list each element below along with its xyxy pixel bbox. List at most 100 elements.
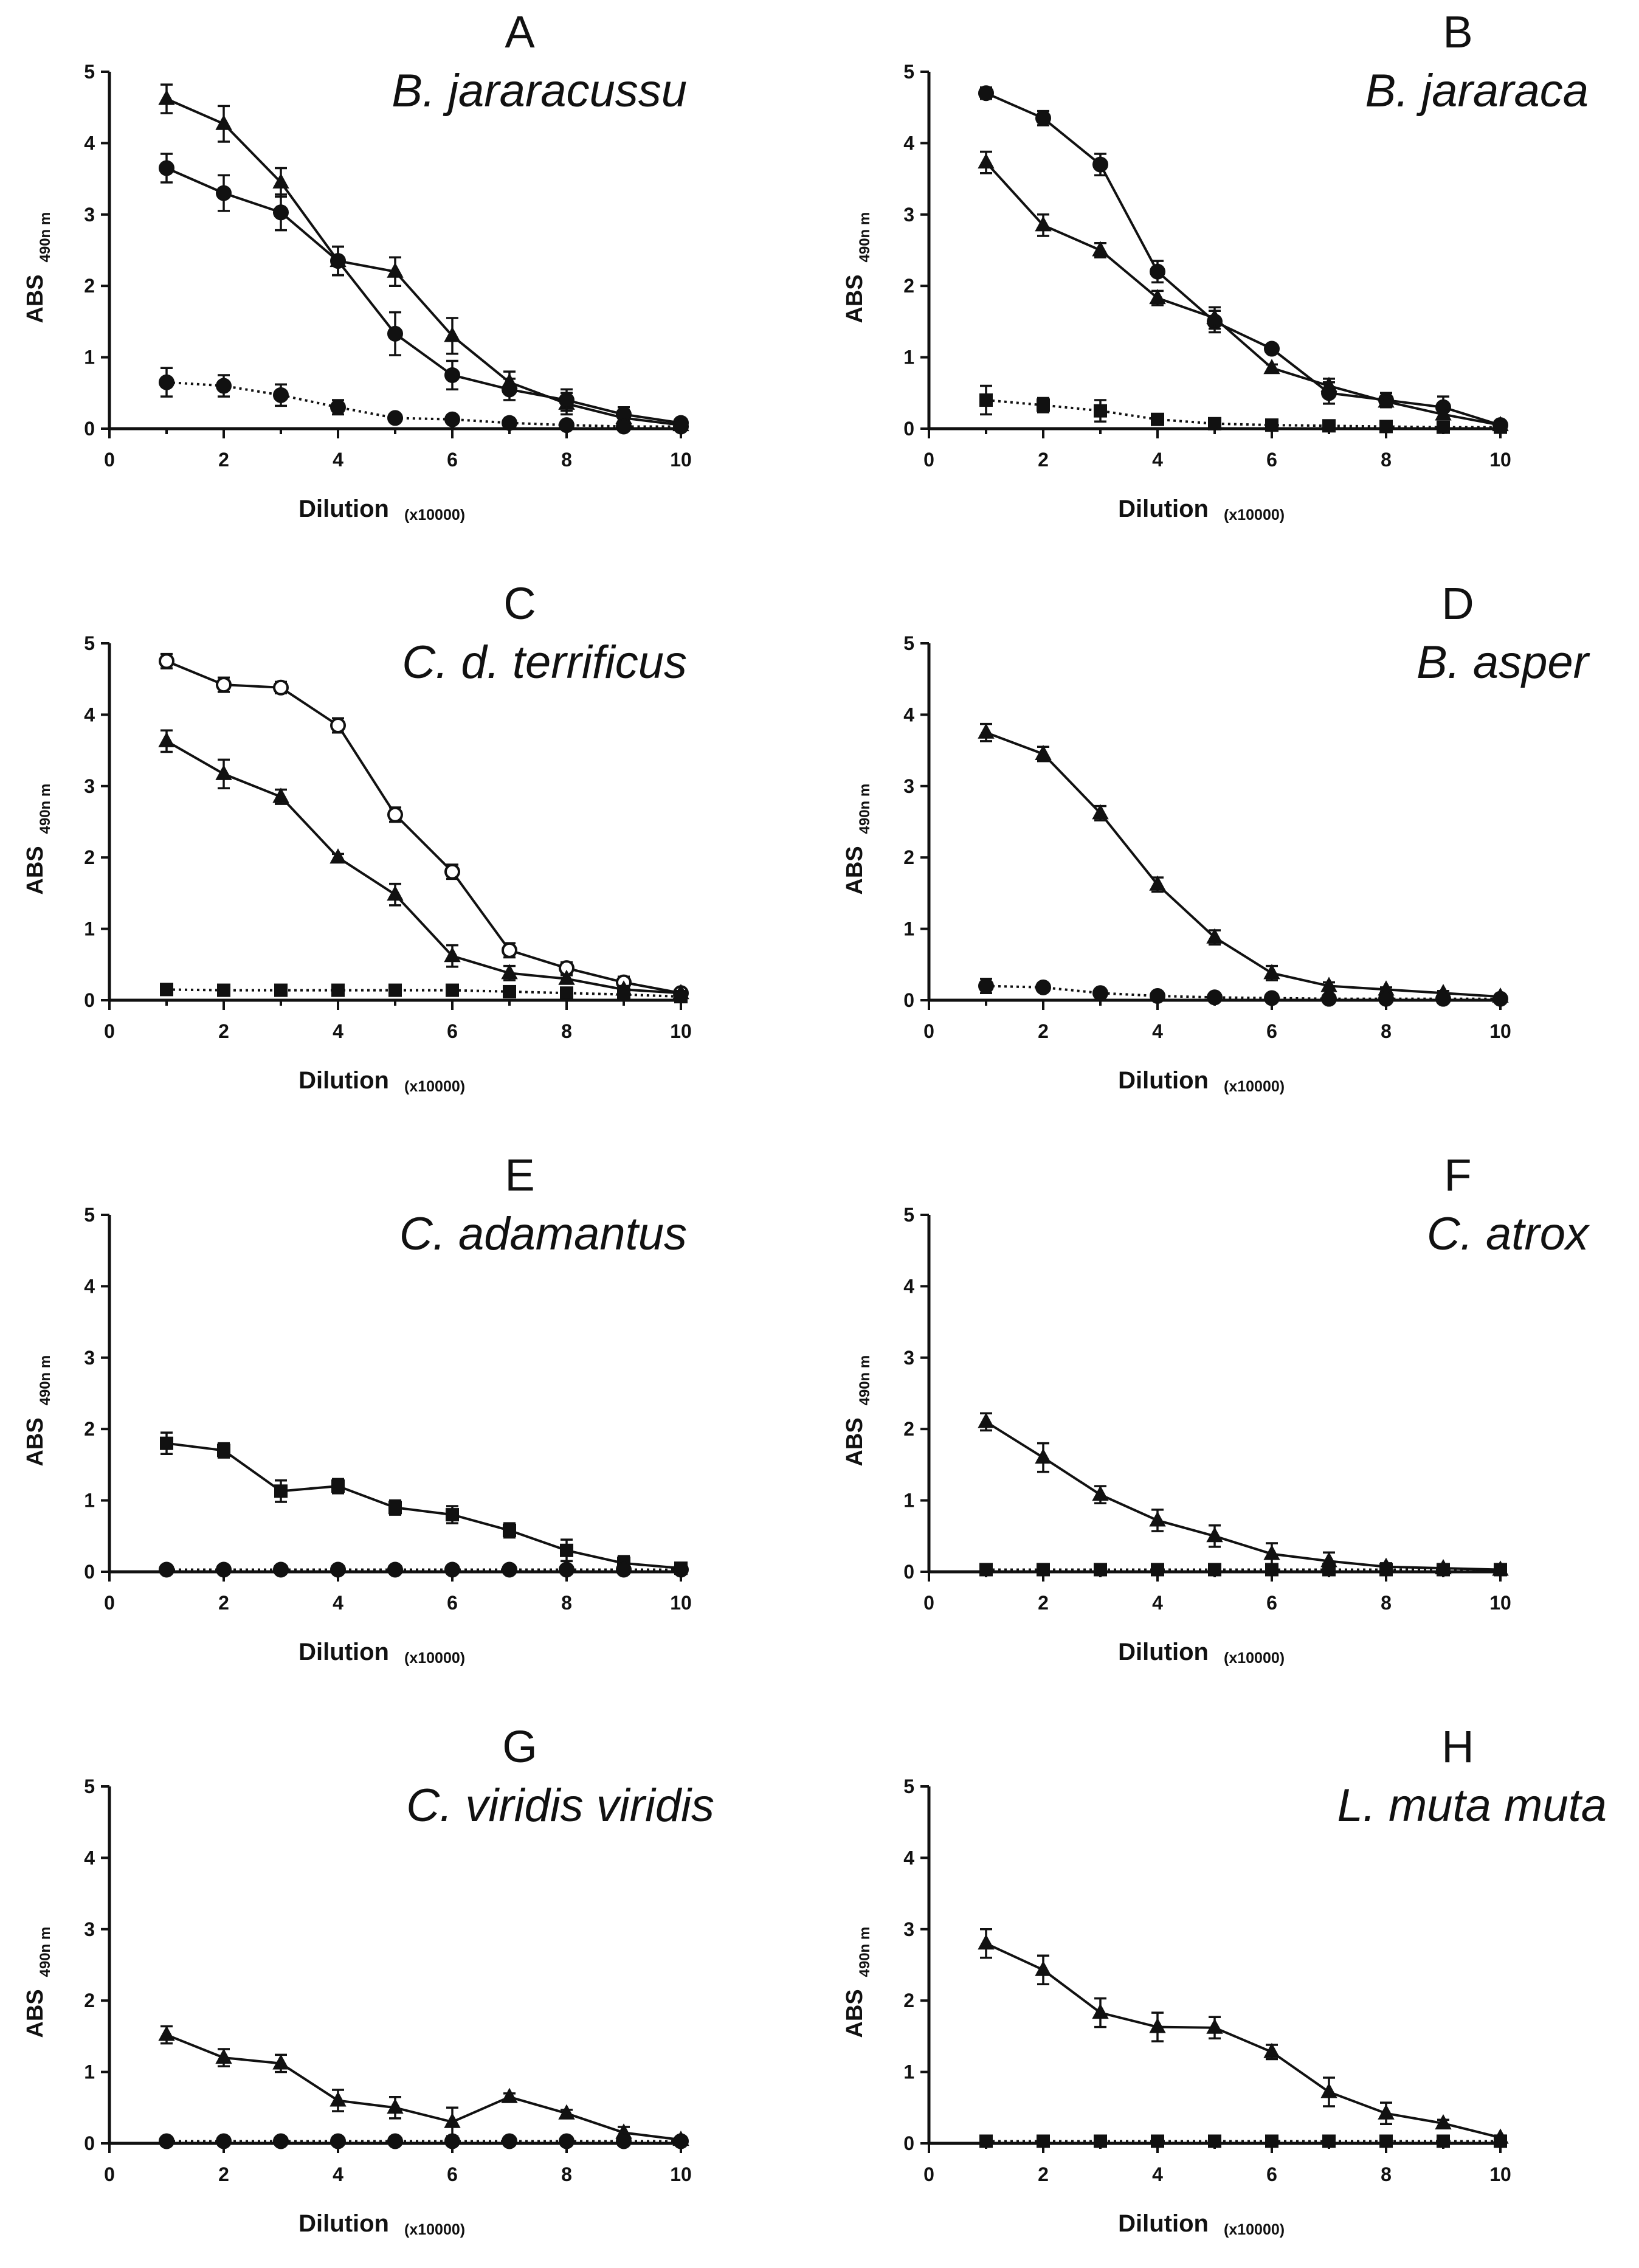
data-point: [444, 863, 460, 880]
panel-letter: F: [1444, 1150, 1471, 1200]
x-tick-label: 4: [1152, 2163, 1163, 2185]
series-line: [985, 731, 1501, 998]
series-1: [160, 1431, 688, 1575]
series-line: [985, 92, 1501, 427]
y-axis-label-group: ABS 490n m: [22, 784, 53, 895]
data-point: [674, 990, 688, 1004]
x-tick-label: 4: [1152, 1592, 1163, 1614]
data-point: [1208, 1563, 1221, 1577]
data-point: [159, 1561, 174, 1578]
y-tick-label: 3: [903, 775, 914, 797]
data-point: [502, 415, 517, 431]
data-point: [1265, 2134, 1278, 2148]
y-tick-label: 1: [903, 918, 914, 940]
data-point: [331, 983, 345, 997]
data-point: [1320, 2083, 1337, 2098]
data-point: [216, 378, 232, 394]
y-tick-label: 2: [84, 846, 95, 868]
data-point: [272, 2054, 289, 2070]
y-tick-label: 4: [84, 1275, 95, 1297]
chart-panel-b: B B. jararaca 0 1 2 3 4 5 0 2 4 6 8 10 Dilution (x10000…: [842, 7, 1589, 524]
data-point: [502, 942, 517, 958]
data-point: [1151, 412, 1164, 426]
y-axis-label-group: ABS 490n m: [22, 212, 53, 323]
panel-title: B. asper: [1416, 637, 1590, 688]
data-point: [617, 987, 630, 1001]
data-point: [1035, 979, 1051, 995]
series-2: [979, 1563, 1507, 1577]
panel-title: C. adamantus: [399, 1208, 687, 1260]
data-point: [1150, 987, 1165, 1004]
y-tick-label: 3: [903, 1347, 914, 1369]
y-axis-label-subscript: 490n m: [37, 212, 53, 263]
y-tick-label: 0: [903, 2132, 914, 2154]
data-point: [444, 947, 461, 963]
data-point: [1151, 1563, 1164, 1577]
data-point: [158, 731, 175, 747]
x-tick-label: 8: [1381, 449, 1392, 471]
data-point: [502, 2133, 517, 2149]
panel-letter: E: [505, 1150, 534, 1200]
chart-panel-d: D B. asper 0 1 2 3 4 5 0 2 4 6 8 10 Dilution (x10000) AB…: [842, 578, 1590, 1095]
y-axis-label-group: ABS 490n m: [842, 784, 873, 895]
data-point: [559, 2133, 575, 2149]
x-tick-label: 0: [104, 1020, 115, 1042]
data-point: [979, 393, 993, 407]
data-point: [1035, 744, 1052, 760]
y-tick-label: 2: [84, 1990, 95, 2011]
data-point: [559, 392, 575, 409]
data-point: [1265, 1563, 1278, 1577]
series-line: [985, 399, 1500, 429]
series-2: [978, 150, 1509, 432]
panel-letter: D: [1441, 578, 1474, 629]
y-axis-label-group: ABS 490n m: [842, 1355, 873, 1467]
data-point: [274, 983, 288, 997]
series-1: [978, 1928, 1509, 2144]
x-axis-label: Dilution: [1118, 2210, 1209, 2237]
series-line: [166, 381, 681, 428]
y-axis-label-subscript: 490n m: [857, 784, 873, 834]
data-point: [1263, 359, 1280, 375]
x-tick-label: 0: [923, 2163, 934, 2185]
data-point: [1035, 216, 1052, 232]
x-tick-label: 4: [1152, 449, 1163, 471]
x-axis-label: Dilution: [298, 1067, 389, 1094]
series-1: [159, 652, 689, 1001]
series-line: [166, 1442, 681, 1570]
data-point: [215, 2048, 232, 2064]
y-tick-label: 5: [84, 1204, 95, 1226]
data-point: [1035, 110, 1051, 126]
data-point: [1094, 2134, 1107, 2148]
data-point: [159, 160, 174, 176]
data-point: [215, 764, 232, 780]
data-point: [1037, 2134, 1050, 2148]
data-point: [158, 89, 175, 105]
data-point: [1149, 875, 1166, 891]
x-axis-label: Dilution: [1118, 496, 1209, 522]
panel-title: C. viridis viridis: [406, 1780, 714, 1831]
series-2: [979, 2134, 1507, 2148]
y-axis-label-subscript: 490n m: [857, 1927, 873, 1977]
chart-panel-a: A B. jararacussu 0 1 2 3 4 5 0 2 4 6 8 10 Dilution (x10…: [22, 7, 692, 524]
data-point: [616, 2133, 632, 2149]
data-point: [1378, 2104, 1395, 2120]
y-tick-label: 1: [903, 347, 914, 368]
x-axis-label-suffix: (x10000): [404, 1650, 465, 1667]
data-point: [1437, 420, 1450, 434]
data-point: [503, 984, 516, 998]
x-tick-label: 8: [1381, 1592, 1392, 1614]
y-tick-label: 4: [903, 1847, 914, 1869]
data-point: [673, 418, 689, 435]
data-point: [273, 679, 289, 696]
panel-title: C. atrox: [1427, 1208, 1590, 1260]
data-point: [1208, 417, 1221, 430]
data-point: [1437, 2134, 1450, 2148]
series-line: [985, 161, 1501, 427]
x-tick-label: 6: [1266, 449, 1277, 471]
data-point: [331, 1479, 345, 1493]
y-tick-label: 4: [84, 1847, 95, 1869]
chart-panel-e: E C. adamantus 0 1 2 3 4 5 0 2 4 6 8 10 Dilution (x1000…: [22, 1150, 692, 1667]
x-tick-label: 4: [333, 1020, 343, 1042]
data-point: [503, 1523, 516, 1537]
data-point: [979, 1563, 993, 1577]
